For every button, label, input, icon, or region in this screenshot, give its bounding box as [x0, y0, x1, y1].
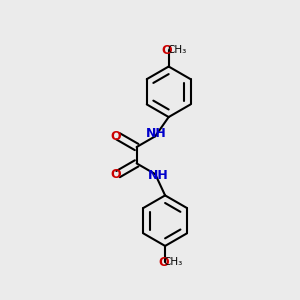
Text: O: O — [162, 44, 172, 57]
Text: O: O — [110, 130, 121, 143]
Text: CH₃: CH₃ — [167, 45, 187, 55]
Text: NH: NH — [148, 169, 169, 182]
Text: O: O — [110, 168, 121, 181]
Text: NH: NH — [146, 128, 166, 140]
Text: O: O — [158, 256, 169, 269]
Text: CH₃: CH₃ — [164, 257, 183, 267]
